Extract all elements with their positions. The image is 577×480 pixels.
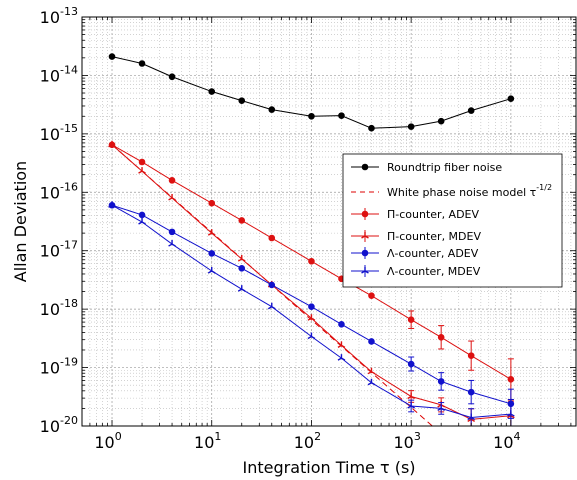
y-tick-label: 10-19 [40, 356, 78, 378]
series-5 [108, 201, 515, 426]
data-point [268, 234, 276, 242]
data-point [168, 228, 176, 236]
x-tick-label: 100 [94, 430, 121, 452]
plot-frame [81, 16, 577, 427]
y-tick-label: 10-18 [40, 297, 78, 319]
data-point [407, 392, 415, 400]
data-point [238, 265, 246, 272]
data-point [437, 117, 445, 125]
data-point [138, 60, 146, 67]
legend-label: Λ-counter, MDEV [387, 265, 481, 278]
data-point [407, 123, 415, 130]
data-point [367, 378, 376, 386]
data-point [337, 354, 346, 361]
x-tick-label: 103 [393, 430, 420, 452]
data-point [437, 404, 445, 412]
data-point [308, 303, 315, 311]
x-tick-label: 102 [294, 430, 321, 452]
data-point [307, 314, 316, 321]
legend-entry: White phase noise model τ-1/2 [351, 183, 552, 199]
legend-entry: Roundtrip fiber noise [351, 161, 502, 174]
data-point [267, 302, 276, 310]
data-point [467, 107, 475, 114]
data-point [268, 106, 276, 113]
data-point [337, 341, 346, 348]
x-tick-label: 101 [194, 430, 221, 452]
legend-marker [361, 163, 369, 171]
data-point [308, 112, 315, 120]
data-point [467, 388, 475, 396]
data-point [307, 332, 316, 340]
y-tick-label: 10-15 [40, 122, 78, 144]
data-point [108, 201, 116, 208]
data-point [138, 158, 146, 166]
data-point [238, 97, 246, 104]
data-point [208, 250, 216, 257]
data-point [367, 367, 376, 375]
axis-ticks [81, 16, 576, 427]
data-point [268, 281, 276, 289]
x-tick-label: 104 [493, 430, 520, 452]
data-point [238, 217, 246, 224]
data-point [207, 229, 216, 236]
legend-entry: Λ-counter, ADEV [351, 247, 479, 260]
series-4 [108, 201, 515, 419]
y-axis-label: Allan Deviation [11, 161, 30, 282]
data-point [467, 352, 475, 359]
data-point [138, 218, 146, 225]
data-point [207, 266, 216, 274]
data-point [237, 255, 246, 262]
legend-entry: Π-counter, ADEV [351, 208, 480, 221]
data-point [108, 53, 116, 60]
legend-label: White phase noise model τ-1/2 [387, 183, 552, 199]
data-point [338, 112, 345, 119]
data-point [407, 401, 415, 409]
data-point [368, 292, 375, 299]
y-tick-label: 10-14 [40, 63, 78, 85]
data-point [437, 333, 445, 341]
data-point [368, 338, 375, 345]
data-point [138, 167, 146, 174]
legend: Roundtrip fiber noise White phase noise m… [342, 153, 563, 288]
legend-label: Λ-counter, ADEV [387, 247, 479, 260]
legend-label: Roundtrip fiber noise [387, 161, 502, 174]
data-series [108, 53, 515, 426]
data-point [407, 360, 415, 368]
data-point [208, 199, 216, 207]
data-point [108, 140, 116, 148]
legend-box [342, 153, 563, 288]
x-axis-label: Integration Time τ (s) [242, 458, 415, 477]
data-point [168, 73, 176, 81]
data-point [338, 321, 345, 328]
data-point [507, 95, 515, 102]
data-point [208, 88, 216, 95]
data-point [507, 410, 515, 417]
data-point [168, 177, 176, 184]
data-point [437, 378, 445, 385]
data-point [467, 413, 476, 421]
tick-labels: 100 101 102 103 104 10-20 10-19 10-18 10-17 10-16… [40, 5, 521, 452]
legend-entry: Π-counter, MDEV [351, 230, 481, 243]
data-point [168, 193, 176, 201]
y-tick-label: 10-17 [40, 239, 78, 261]
data-point [168, 240, 176, 247]
y-tick-label: 10-20 [40, 414, 78, 436]
data-point [407, 316, 415, 323]
data-point [308, 257, 315, 265]
y-tick-label: 10-16 [40, 180, 78, 202]
legend-label: Π-counter, ADEV [387, 208, 480, 221]
legend-label: Π-counter, MDEV [387, 230, 481, 243]
data-point [237, 285, 246, 292]
series-2 [108, 141, 515, 401]
data-point [507, 375, 515, 383]
legend-entry: Λ-counter, MDEV [351, 265, 481, 278]
y-tick-label: 10-13 [40, 5, 78, 27]
data-point [138, 211, 146, 219]
data-point [368, 124, 375, 132]
series-0 [108, 53, 515, 132]
